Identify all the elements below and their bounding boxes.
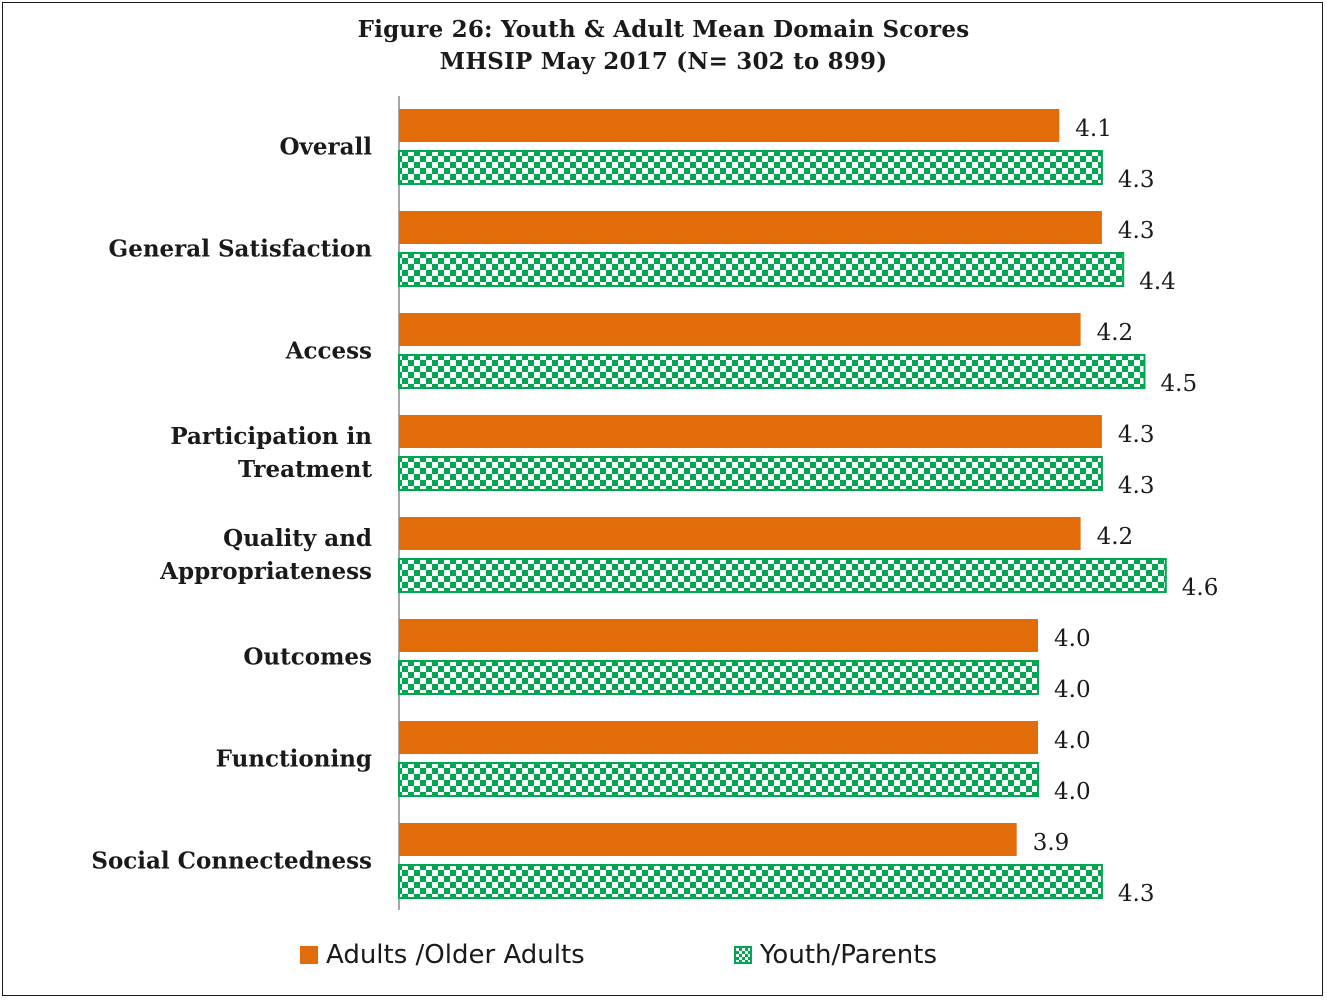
category-label-overall: Overall (279, 134, 372, 161)
category-label-social-connectedness: Social Connectedness (91, 848, 372, 875)
chart-title: Figure 26: Youth & Adult Mean Domain Sco… (357, 16, 970, 43)
value-label-adults-older-adults-functioning: 4.0 (1054, 728, 1091, 754)
bar-adults-older-adults-social-connectedness (399, 823, 1017, 856)
bar-youth-parents-general-satisfaction (398, 252, 1125, 287)
category-label-general-satisfaction: General Satisfaction (109, 236, 373, 263)
value-label-youth-parents-outcomes: 4.0 (1054, 677, 1091, 703)
bar-adults-older-adults-participation-in-treatment (399, 415, 1102, 448)
legend-swatch-adults (300, 946, 318, 964)
bar-adults-older-adults-overall (399, 109, 1060, 142)
bar-youth-parents-functioning (398, 762, 1039, 797)
bar-youth-parents-quality-and-appropriateness (398, 558, 1167, 593)
legend-item-youth: Youth/Parents (734, 940, 937, 970)
value-label-youth-parents-access: 4.5 (1161, 371, 1198, 397)
value-label-youth-parents-quality-and-appropriateness: 4.6 (1182, 575, 1219, 601)
bar-adults-older-adults-general-satisfaction (399, 211, 1102, 244)
bar-youth-parents-participation-in-treatment (398, 456, 1103, 491)
bar-adults-older-adults-outcomes (399, 619, 1038, 652)
value-label-adults-older-adults-outcomes: 4.0 (1054, 626, 1091, 652)
value-label-adults-older-adults-social-connectedness: 3.9 (1033, 830, 1070, 856)
bar-adults-older-adults-functioning (399, 721, 1038, 754)
bar-youth-parents-access (398, 354, 1146, 389)
legend: Adults /Older Adults Youth/Parents (0, 940, 1327, 974)
value-label-adults-older-adults-access: 4.2 (1097, 320, 1134, 346)
bar-youth-parents-outcomes (398, 660, 1039, 695)
bar-adults-older-adults-access (399, 313, 1081, 346)
bar-youth-parents-overall (398, 150, 1103, 185)
value-label-adults-older-adults-overall: 4.1 (1075, 116, 1112, 142)
bar-youth-parents-social-connectedness (398, 864, 1103, 899)
category-label-participation-in-treatment: Participation in Treatment (170, 423, 372, 483)
category-label-functioning: Functioning (216, 746, 372, 773)
value-label-youth-parents-overall: 4.3 (1118, 167, 1155, 193)
chart-subtitle: MHSIP May 2017 (N= 302 to 899) (439, 48, 888, 75)
legend-label-adults: Adults /Older Adults (326, 940, 585, 970)
legend-item-adults: Adults /Older Adults (300, 940, 585, 970)
value-label-adults-older-adults-general-satisfaction: 4.3 (1118, 218, 1155, 244)
value-label-youth-parents-social-connectedness: 4.3 (1118, 881, 1155, 907)
legend-swatch-youth (734, 946, 752, 964)
category-label-quality-and-appropriateness: Quality and Appropriateness (159, 525, 372, 585)
value-label-adults-older-adults-quality-and-appropriateness: 4.2 (1097, 524, 1134, 550)
value-label-adults-older-adults-participation-in-treatment: 4.3 (1118, 422, 1155, 448)
value-label-youth-parents-participation-in-treatment: 4.3 (1118, 473, 1155, 499)
bars-layer (398, 109, 1167, 899)
value-label-youth-parents-functioning: 4.0 (1054, 779, 1091, 805)
value-label-youth-parents-general-satisfaction: 4.4 (1139, 269, 1176, 295)
legend-label-youth: Youth/Parents (760, 940, 938, 970)
category-label-outcomes: Outcomes (243, 644, 372, 671)
bar-adults-older-adults-quality-and-appropriateness (399, 517, 1081, 550)
category-label-access: Access (285, 338, 372, 365)
